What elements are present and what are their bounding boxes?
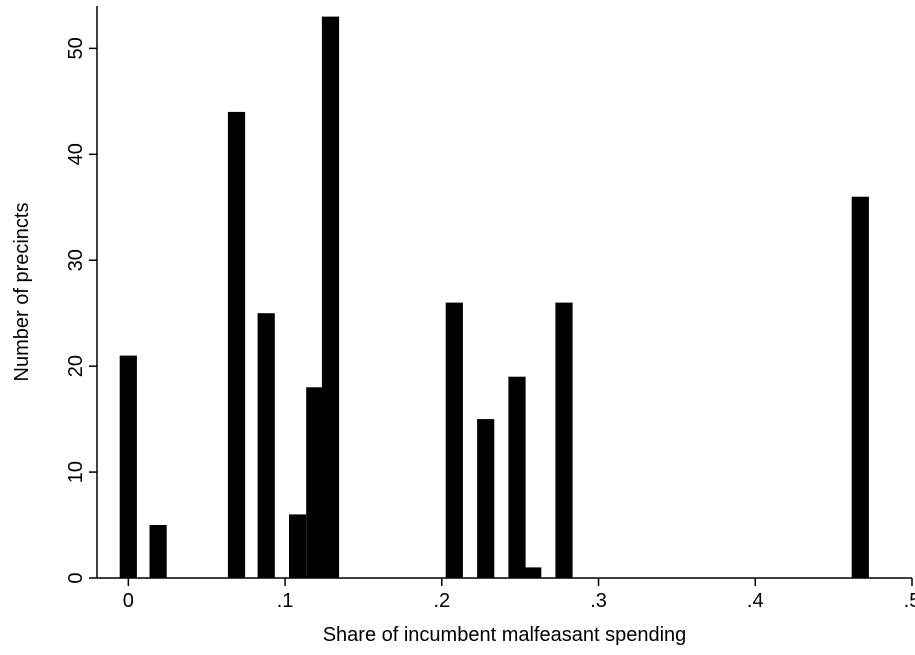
x-tick-label: .5 [904,590,915,612]
bar [227,111,246,579]
x-tick-label: .2 [433,590,450,612]
bar [555,302,573,578]
y-axis-title: Number of precincts [11,203,33,382]
x-axis-title: Share of incumbent malfeasant spending [323,624,687,646]
bar [321,16,340,579]
y-tick-label: 50 [65,37,87,59]
bar [149,525,167,578]
bar [289,514,307,578]
y-tick-label: 30 [65,249,87,271]
y-tick-label: 40 [65,143,87,165]
bar [508,376,526,578]
y-tick-label: 10 [65,461,87,483]
bars-layer [119,16,869,579]
y-tick-label: 0 [65,572,87,583]
bar [257,313,275,578]
bar [851,196,869,578]
bar [306,387,324,578]
y-tick-label: 20 [65,355,87,377]
bar [477,419,495,578]
x-tick-label: .1 [277,590,294,612]
x-tick-label: .3 [590,590,607,612]
bar [119,355,137,578]
axes-layer: 0 .1 .2 .3 .4 .5 0 10 20 30 40 50 [65,6,915,612]
x-tick-label: .4 [747,590,764,612]
x-tick-label: 0 [123,590,134,612]
bar [445,302,463,578]
bar [524,567,542,578]
